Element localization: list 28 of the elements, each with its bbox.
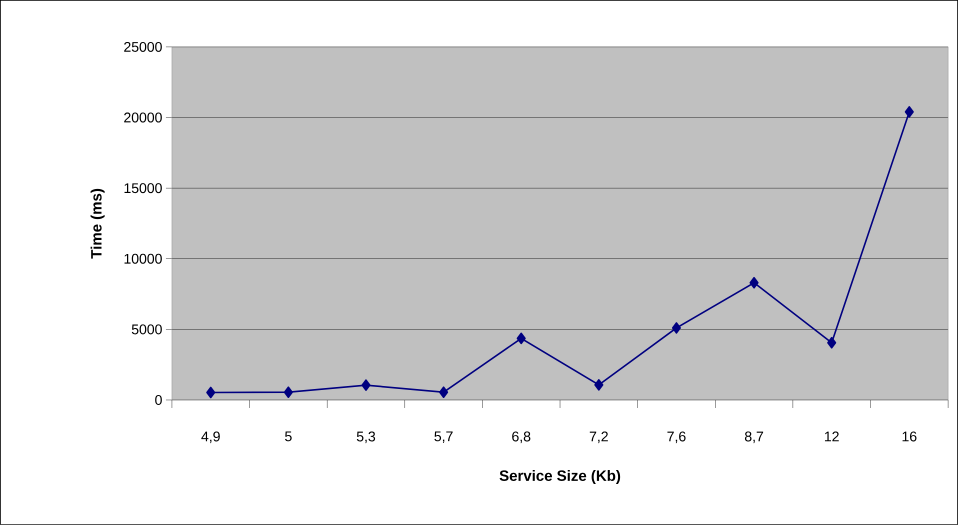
point	[904, 106, 914, 118]
point	[206, 386, 216, 398]
x-tick-label: 5,3	[356, 432, 376, 444]
y-axis-title: Time (ms)	[90, 188, 105, 259]
y-tick-label: 20000	[124, 112, 162, 123]
x-tick-label: 5	[285, 432, 292, 442]
y-tick-label: 10000	[124, 254, 162, 264]
x-tick-label: 7,6	[667, 432, 686, 444]
x-tick-label: 8,7	[744, 432, 764, 444]
y-tick-label: 15000	[124, 183, 162, 194]
point	[594, 379, 604, 391]
point	[672, 322, 681, 334]
x-tick-label: 5,7	[434, 432, 453, 443]
x-axis-title: Service Size (Kb)	[500, 470, 620, 484]
y-tick-label: 25000	[124, 42, 162, 52]
point	[439, 386, 448, 398]
point	[827, 337, 836, 349]
x-tick-label: 6,8	[512, 432, 530, 444]
point	[361, 379, 371, 391]
y-tick-label: 5000	[132, 324, 162, 334]
x-tick-label: 16	[902, 432, 916, 442]
x-tick-label: 12	[824, 432, 839, 442]
y-tick-label: 0	[155, 395, 162, 405]
point	[750, 277, 759, 289]
x-tick-label: 4,9	[201, 432, 220, 444]
point	[516, 332, 526, 344]
x-tick-label: 7,2	[590, 432, 608, 444]
point	[284, 386, 293, 398]
